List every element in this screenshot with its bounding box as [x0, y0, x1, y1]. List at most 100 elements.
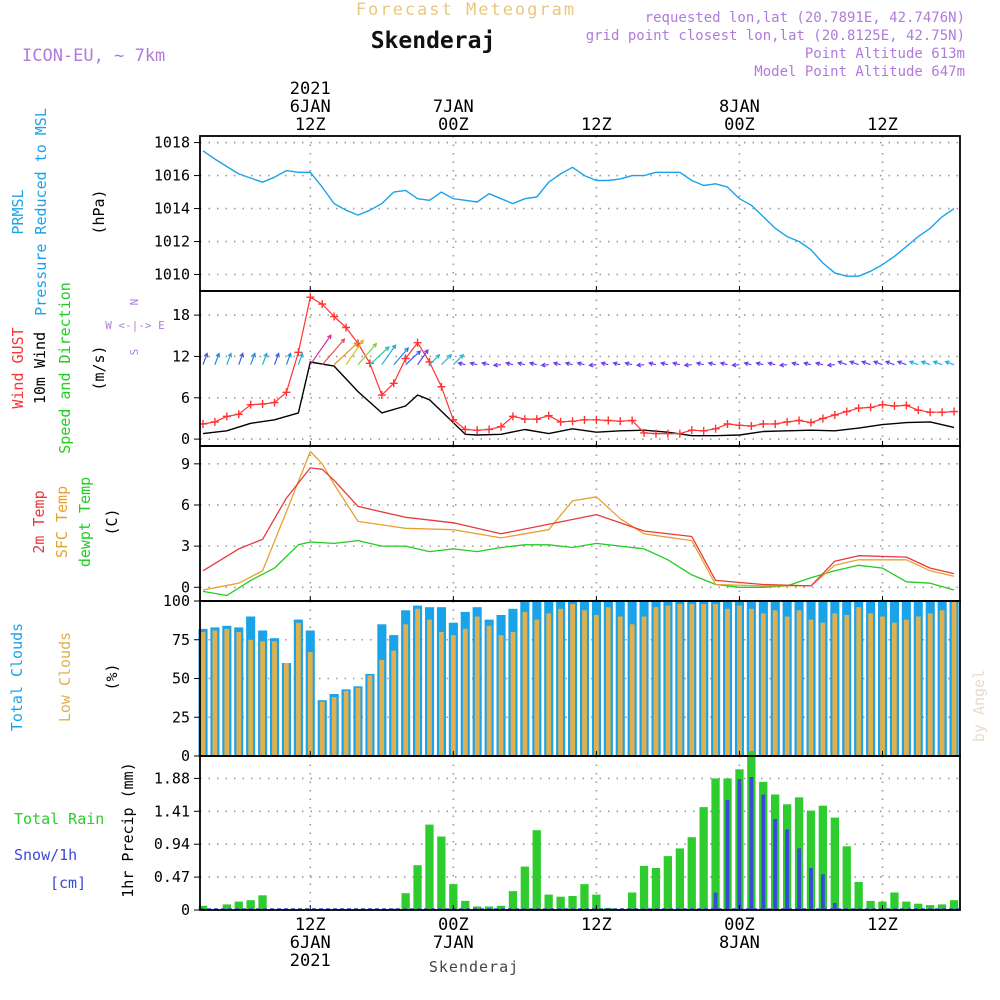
gust-marker — [365, 359, 374, 368]
time-label-bottom: 7JAN — [433, 933, 474, 953]
gust-marker — [890, 402, 899, 411]
low-clouds-bar — [760, 613, 766, 756]
low-clouds-bar — [617, 616, 623, 756]
footer-location: Skenderaj — [429, 958, 519, 976]
y-tick-label: 0 — [181, 430, 190, 448]
wind-arrow — [600, 361, 609, 367]
rain-bar — [890, 892, 899, 910]
time-label-bottom: 8JAN — [719, 933, 760, 953]
gust-marker — [580, 415, 589, 424]
gust-marker — [938, 408, 947, 417]
time-label-bottom: 6JAN — [290, 933, 331, 953]
rain-bar — [914, 903, 923, 910]
low-clouds-bar — [534, 619, 540, 756]
time-label-top: 8JAN — [719, 97, 760, 117]
panel-frame — [199, 290, 961, 447]
low-clouds-bar — [856, 607, 862, 756]
low-clouds-bar — [212, 630, 218, 756]
wind-arrow — [321, 338, 346, 366]
low-clouds-bar — [391, 650, 397, 756]
wind-arrow — [440, 353, 453, 366]
gust-marker — [306, 293, 315, 302]
low-clouds-bar — [474, 616, 480, 756]
gust-marker — [556, 417, 565, 426]
gust-marker — [234, 410, 243, 419]
time-label-top: 2021 — [290, 79, 331, 99]
low-clouds-bar — [653, 607, 659, 756]
wind-arrow — [896, 360, 907, 366]
rain-bar — [806, 810, 816, 910]
wind-arrow — [309, 334, 332, 366]
y-tick-label: 6 — [181, 389, 190, 407]
info-point-altitude: Point Altitude 613m — [805, 46, 965, 62]
total-clouds-label: Total Clouds — [8, 623, 26, 731]
low-clouds-bar — [522, 611, 528, 756]
y-tick-label: 0 — [181, 901, 190, 919]
gust-marker — [759, 419, 768, 428]
wind-arrow — [884, 360, 895, 366]
gust-marker — [532, 415, 541, 424]
info-model-altitude: Model Point Altitude 647m — [754, 64, 965, 80]
gust-marker — [568, 417, 577, 426]
wind-arrow — [767, 361, 776, 367]
low-clouds-bar — [749, 608, 754, 757]
wind-arrow — [333, 342, 359, 366]
gust-marker — [210, 417, 219, 426]
wind-arrow — [504, 361, 514, 367]
gust-marker — [473, 426, 482, 435]
low-clouds-bar — [272, 641, 277, 756]
pressure-line — [202, 150, 955, 277]
wind-arrow — [469, 361, 478, 367]
y-tick-label: 0.47 — [154, 868, 190, 886]
wind-arrow — [417, 349, 429, 366]
rain-bar — [902, 901, 911, 910]
gust-marker — [675, 429, 684, 438]
panel-labels: PRMSL Pressure Reduced to MSL (hPa) Wind… — [8, 108, 165, 898]
snow-bar — [797, 848, 801, 910]
gust-marker — [735, 421, 744, 430]
time-label-bottom: 2021 — [290, 951, 331, 971]
rain-bar — [854, 882, 863, 910]
snow-bar — [713, 892, 718, 910]
wind-arrow — [612, 361, 621, 367]
temp-2m-line — [202, 467, 955, 587]
time-label-bottom: 00Z — [724, 915, 755, 935]
rain-bar — [628, 892, 637, 910]
rain-bar — [568, 896, 577, 910]
low-clouds-bar — [343, 690, 349, 756]
rain-bar — [425, 824, 434, 910]
snow-bar — [761, 794, 766, 910]
gust-marker — [318, 300, 327, 309]
rain-bar — [818, 805, 827, 910]
wind-arrow — [576, 361, 585, 367]
low-clouds-bar — [248, 639, 254, 757]
wind-arrow — [214, 352, 221, 365]
gust-marker — [866, 403, 875, 412]
time-label-bottom: 12Z — [867, 915, 898, 935]
gust-marker — [914, 406, 923, 415]
wind-arrow — [791, 361, 800, 367]
rain-bar — [592, 894, 601, 910]
wind-unit-label: (m/s) — [90, 345, 108, 390]
gust-marker — [854, 404, 863, 413]
time-label-top: 00Z — [724, 115, 755, 135]
rain-bar — [949, 900, 959, 910]
low-clouds-bar — [689, 604, 695, 756]
low-clouds-bar — [737, 605, 742, 756]
gust-marker — [604, 416, 613, 425]
gust-marker — [842, 407, 851, 416]
wind-arrow — [250, 352, 256, 365]
low-clouds-bar — [892, 622, 897, 756]
wind-arrow — [802, 361, 812, 367]
rain-bar — [937, 904, 947, 910]
model-label: ICON-EU, ~ 7km — [22, 46, 165, 66]
gust-marker — [950, 407, 959, 416]
low-clouds-bar — [677, 604, 683, 756]
wind-arrow — [457, 361, 466, 367]
snow-bar — [809, 868, 813, 910]
gust-marker — [652, 429, 660, 438]
low-clouds-bar — [713, 604, 718, 756]
low-clouds-bar — [582, 610, 587, 756]
gust-marker — [246, 400, 255, 409]
wind-arrow — [872, 360, 883, 366]
